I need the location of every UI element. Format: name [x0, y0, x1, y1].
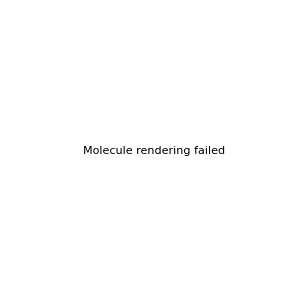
Text: Molecule rendering failed: Molecule rendering failed — [83, 146, 225, 157]
